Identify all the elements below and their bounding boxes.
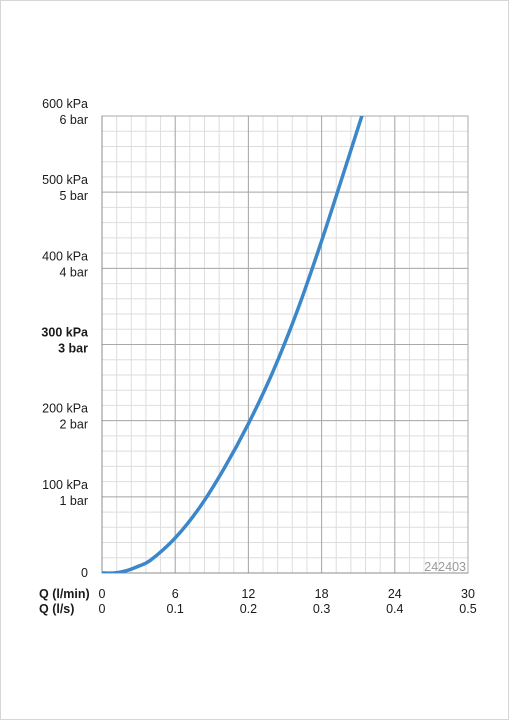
- x-tick-label-lps: 0: [99, 602, 106, 616]
- y-tick-label-kpa: 0: [81, 566, 88, 580]
- x-tick-label-lpm: 6: [172, 587, 179, 601]
- y-tick-label-kpa: 300 kPa: [41, 326, 89, 340]
- x-tick-label-lpm: 30: [461, 587, 475, 601]
- y-tick-label-kpa: 100 kPa: [42, 478, 88, 492]
- y-tick-label-bar: 3 bar: [58, 342, 88, 356]
- y-tick-labels: 0 100 kPa 1 bar 200 kPa 2 bar 300 kPa 3 bar 400…: [41, 97, 89, 580]
- y-tick-label-kpa: 400 kPa: [42, 249, 88, 263]
- y-tick-label-bar: 6 bar: [60, 113, 89, 127]
- plot-frame: [101, 115, 469, 574]
- x-tick-label-lpm: 24: [388, 587, 402, 601]
- pressure-curve: [102, 116, 364, 573]
- x-tick-label-lps: 0.5: [459, 602, 476, 616]
- y-tick-label-kpa: 200 kPa: [42, 402, 88, 416]
- y-tick-label-bar: 1 bar: [60, 494, 89, 508]
- curve-layer: [102, 116, 364, 573]
- y-tick-label-bar: 2 bar: [60, 418, 89, 432]
- x-tick-label-lpm: 18: [315, 587, 329, 601]
- x-tick-label-lpm: 0: [99, 587, 106, 601]
- x-tick-label-lps: 0.2: [240, 602, 257, 616]
- x-tick-label-lpm: 12: [241, 587, 255, 601]
- x-tick-labels: 00 60.1 120.2 180.3 240.4 300.5: [99, 587, 477, 616]
- x-axis-name-lps: Q (l/s): [39, 602, 74, 616]
- y-tick-label-kpa: 500 kPa: [42, 173, 88, 187]
- x-tick-label-lps: 0.4: [386, 602, 403, 616]
- x-axis-name-lpm: Q (l/min): [39, 587, 90, 601]
- x-tick-label-lps: 0.1: [167, 602, 184, 616]
- y-tick-label-bar: 5 bar: [60, 189, 89, 203]
- x-tick-label-lps: 0.3: [313, 602, 330, 616]
- y-tick-label-kpa: 600 kPa: [42, 97, 88, 111]
- chart-code-label: 242403: [424, 560, 466, 574]
- y-tick-label-bar: 4 bar: [60, 265, 89, 279]
